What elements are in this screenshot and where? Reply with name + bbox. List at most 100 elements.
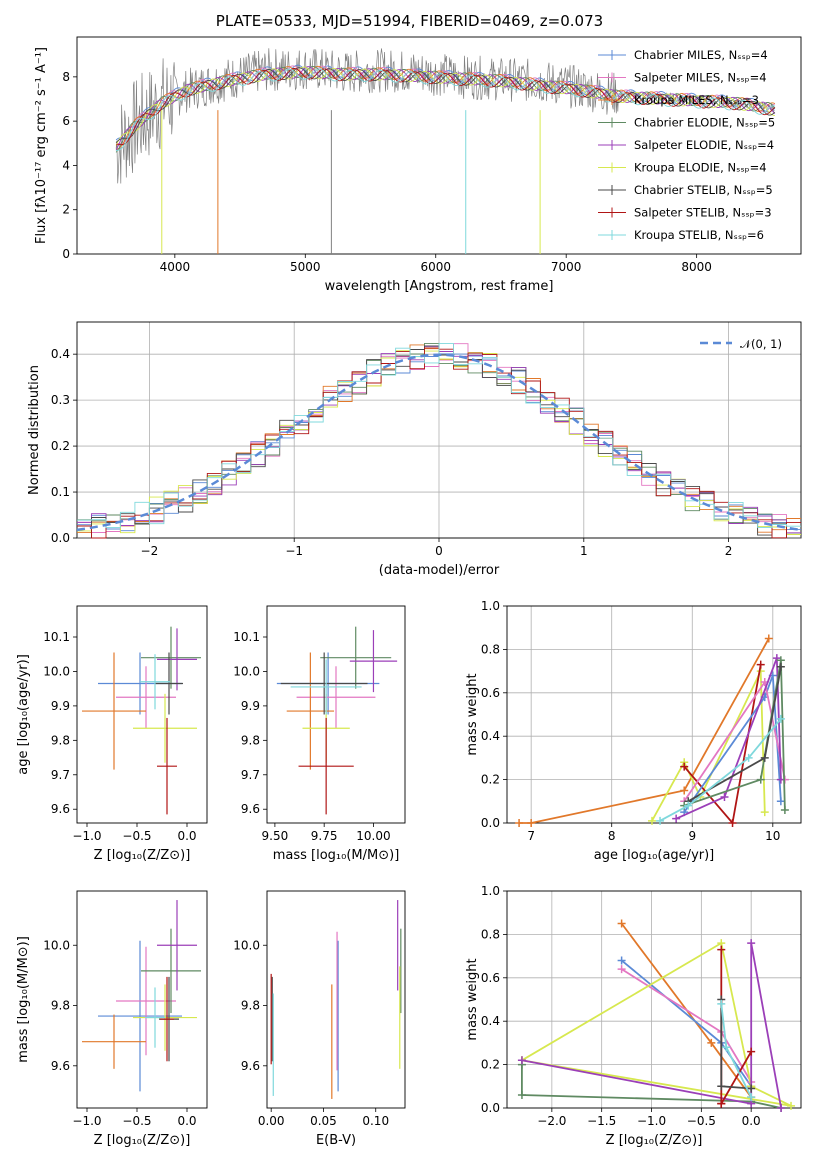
x-tick-label: 7 — [527, 829, 535, 843]
data-point-marker — [747, 1084, 756, 1093]
y-tick-label: 9.6 — [51, 802, 70, 816]
x-tick-label: −1 — [285, 544, 303, 558]
data-point-marker — [728, 819, 737, 827]
y-axis-label: Flux [fλ10⁻¹⁷ erg cm⁻² s⁻¹ A⁻¹] — [34, 47, 49, 244]
x-tick-label: 0.0 — [177, 1114, 196, 1128]
y-tick-label: 9.8 — [241, 733, 260, 747]
x-tick-label: 8000 — [681, 260, 712, 274]
data-point-marker — [756, 660, 765, 669]
weight-series-line — [521, 1064, 782, 1109]
x-tick-label: −1.0 — [72, 829, 101, 843]
x-tick-label: 0.0 — [177, 829, 196, 843]
y-tick-label: 9.8 — [241, 999, 260, 1013]
data-point-marker — [772, 654, 781, 663]
weight-series-line — [621, 959, 752, 1087]
x-tick-label: −1.0 — [637, 1114, 666, 1128]
y-tick-label: 10.0 — [43, 938, 70, 952]
y-tick-label: 1.0 — [481, 599, 500, 613]
weight-series-line — [521, 942, 782, 1109]
x-tick-label: −2 — [141, 544, 159, 558]
legend-entry: Chabrier MILES, Nₛₛₚ=4 — [634, 48, 768, 62]
data-point-marker — [776, 714, 785, 723]
y-tick-label: 10.0 — [43, 664, 70, 678]
data-point-marker — [776, 662, 785, 671]
x-axis-label: mass [log₁₀(M/M⊙)] — [273, 848, 400, 863]
y-tick-label: 4 — [62, 158, 70, 172]
y-tick-label: 0.1 — [51, 485, 70, 499]
model-spectrum-line — [116, 68, 776, 146]
x-axis-label: Z [log₁₀(Z/Z⊙)] — [94, 848, 191, 863]
axes-frame — [76, 321, 802, 539]
x-tick-label: −1.0 — [72, 1114, 101, 1128]
data-point-marker — [656, 816, 665, 825]
y-tick-label: 10.1 — [43, 630, 70, 644]
spectrum-plot — [115, 48, 776, 254]
weight-series-line — [519, 638, 770, 824]
x-tick-label: 9.50 — [262, 829, 289, 843]
x-tick-label: −2.0 — [537, 1114, 566, 1128]
y-tick-label: 2 — [62, 203, 70, 217]
y-tick-label: 0.8 — [481, 642, 500, 656]
x-tick-label: 0 — [435, 544, 443, 558]
y-tick-label: 0.4 — [481, 729, 500, 743]
weight-series-line — [621, 968, 752, 1083]
axes-frame — [76, 36, 802, 255]
y-tick-label: 9.9 — [51, 699, 70, 713]
data-point-marker — [707, 1038, 716, 1047]
legend-entry: Chabrier ELODIE, Nₛₛₚ=5 — [634, 116, 775, 130]
y-axis-label: Normed distribution — [27, 365, 42, 495]
weight-series-line — [659, 718, 782, 822]
x-axis-label: wavelength [Angstrom, rest frame] — [325, 279, 554, 294]
data-point-marker — [717, 999, 726, 1008]
axes-frame — [506, 605, 802, 824]
y-tick-label: 1.0 — [481, 884, 500, 898]
data-point-marker — [647, 816, 656, 825]
data-point-marker — [756, 775, 765, 784]
y-tick-label: 9.6 — [51, 1059, 70, 1073]
x-axis-label: (data-model)/error — [379, 563, 500, 578]
y-tick-label: 9.6 — [241, 1059, 260, 1073]
y-tick-label: 9.8 — [51, 999, 70, 1013]
y-tick-label: 0.0 — [51, 531, 70, 545]
y-tick-label: 10.1 — [233, 630, 260, 644]
y-tick-label: 10.0 — [233, 938, 260, 952]
data-point-marker — [527, 819, 536, 827]
axes-frame — [266, 890, 406, 1109]
data-point-marker — [517, 1090, 526, 1099]
x-tick-label: 9 — [688, 829, 696, 843]
x-tick-label: 8 — [608, 829, 616, 843]
x-tick-label: 6000 — [420, 260, 451, 274]
legend-entry: Salpeter ELODIE, Nₛₛₚ=4 — [634, 138, 774, 152]
axes-frame — [506, 890, 802, 1109]
y-axis-label: mass [log₁₀(M/M⊙)] — [16, 936, 31, 1063]
data-point-marker — [717, 1082, 726, 1091]
legend-entry: Kroupa STELIB, Nₛₛₚ=6 — [634, 228, 764, 242]
x-axis-label: age [log₁₀(age/yr)] — [594, 848, 715, 863]
y-tick-label: 9.7 — [241, 768, 260, 782]
data-point-marker — [722, 1043, 731, 1052]
x-tick-label: 10 — [765, 829, 780, 843]
x-tick-label: 0.0 — [742, 1114, 761, 1128]
x-tick-label: 10.00 — [356, 829, 390, 843]
y-tick-label: 0.2 — [51, 439, 70, 453]
y-axis-label: mass weight — [465, 673, 480, 755]
y-tick-label: 0 — [62, 247, 70, 261]
x-axis-label: Z [log₁₀(Z/Z⊙)] — [94, 1133, 191, 1148]
legend-entry: Salpeter MILES, Nₛₛₚ=4 — [634, 71, 767, 85]
x-tick-label: −0.5 — [122, 1114, 151, 1128]
data-point-marker — [720, 792, 729, 801]
axes-frame — [76, 890, 208, 1109]
x-tick-label: 7000 — [551, 260, 582, 274]
y-tick-label: 9.8 — [51, 733, 70, 747]
x-tick-label: 5000 — [290, 260, 321, 274]
x-tick-label: −0.5 — [122, 829, 151, 843]
x-tick-label: 9.75 — [311, 829, 338, 843]
y-axis-label: age [log₁₀(age/yr)] — [16, 654, 31, 775]
data-point-marker — [617, 919, 626, 928]
data-point-marker — [517, 1056, 526, 1065]
data-point-marker — [787, 1101, 796, 1110]
x-tick-label: 0.05 — [310, 1114, 337, 1128]
data-point-marker — [777, 1104, 786, 1112]
y-tick-label: 0.8 — [481, 927, 500, 941]
